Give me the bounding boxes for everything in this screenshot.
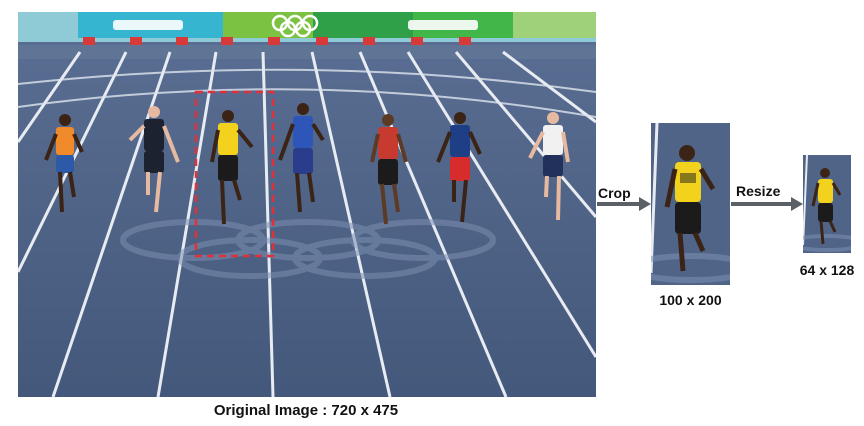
crop-box — [194, 90, 275, 258]
resized-image — [803, 155, 851, 253]
runner-6 — [436, 112, 482, 223]
resize-step-label: Resize — [736, 183, 781, 199]
cropped-image — [651, 123, 730, 285]
crop-arrow — [597, 197, 651, 211]
runner-1 — [44, 114, 84, 213]
runner-2 — [128, 106, 180, 213]
crop-step-label: Crop — [598, 185, 631, 201]
runner-5 — [370, 114, 408, 225]
runner-3 — [210, 110, 254, 225]
original-image — [18, 12, 596, 397]
runner-4 — [278, 103, 325, 213]
resize-arrow — [731, 197, 803, 211]
runner-7 — [528, 112, 570, 221]
original-caption: Original Image : 720 x 475 — [213, 402, 399, 419]
resized-caption: 64 x 128 — [799, 262, 855, 278]
cropped-caption: 100 x 200 — [659, 292, 722, 308]
